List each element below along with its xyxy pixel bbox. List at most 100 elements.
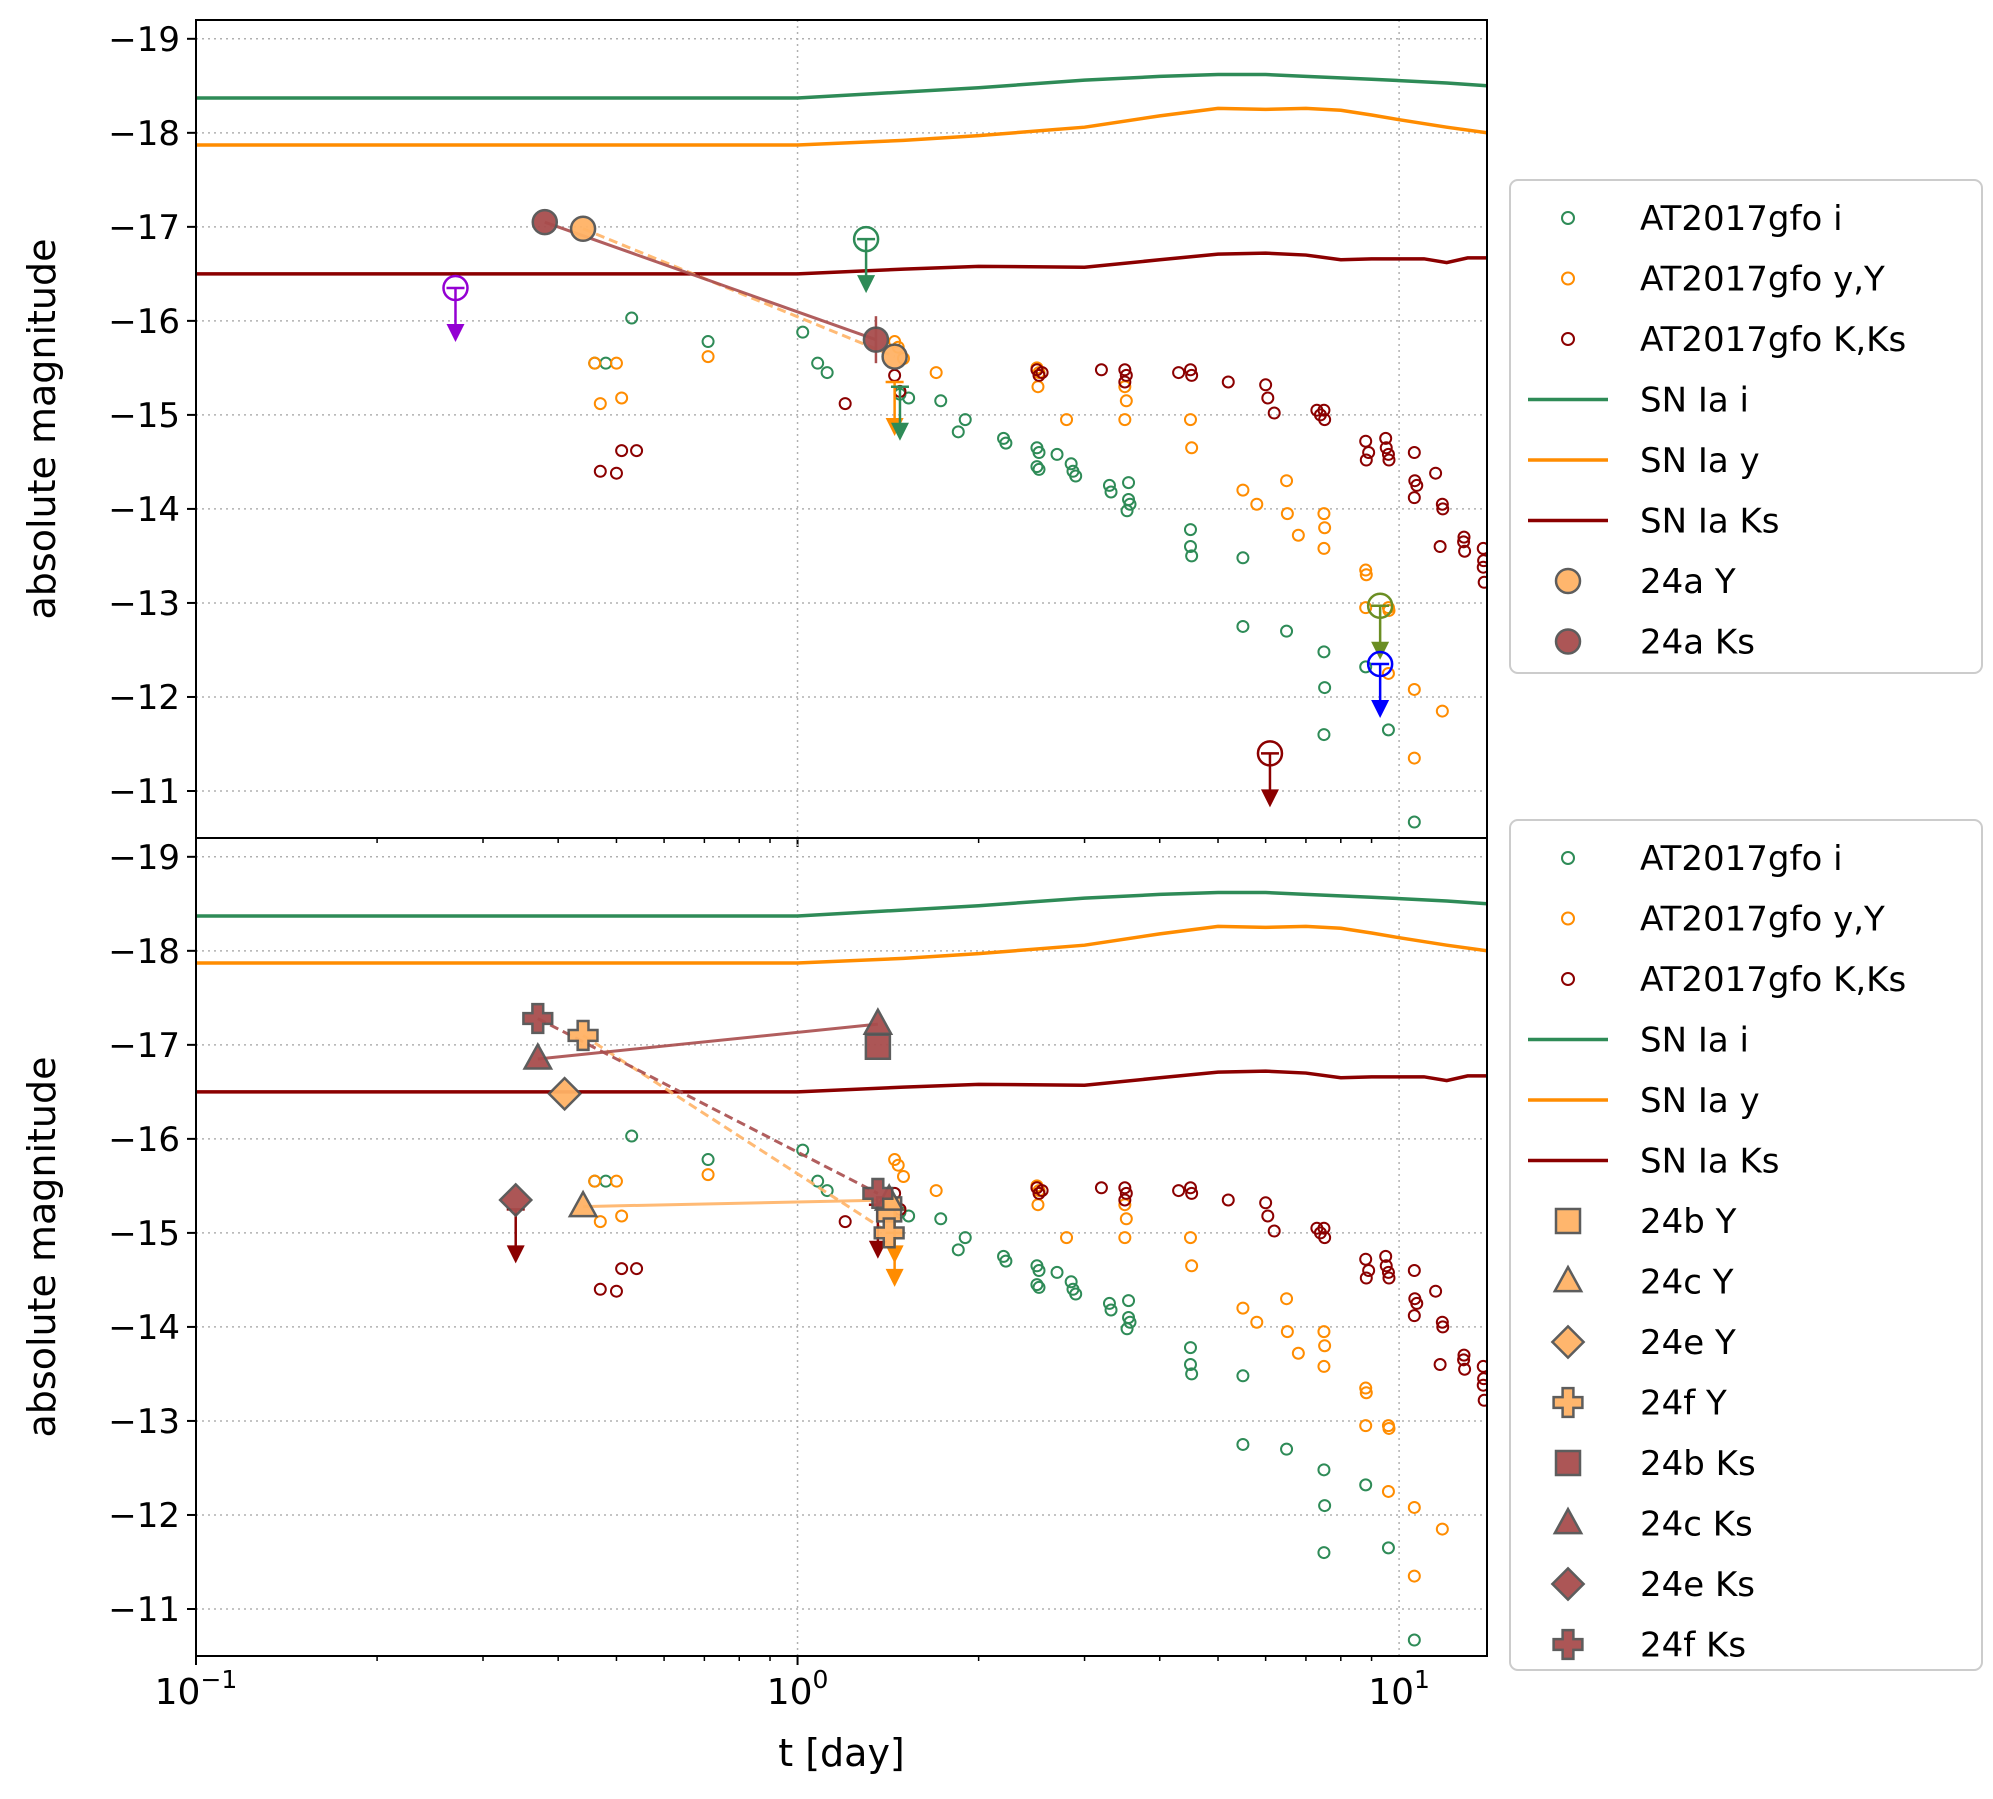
y-tick-label: −13 [108,584,180,624]
data-point-at2017gfo-i [1236,1369,1250,1383]
legend-label: 24b Ks [1640,1444,1756,1484]
data-point-at2017gfo-y-y [593,397,607,411]
legend-swatch [1561,851,1575,865]
data-point-at2017gfo-i [820,366,834,380]
y-tick-label: −14 [108,490,180,530]
event-line-24a-y [582,227,896,358]
legend-swatch [1561,911,1575,926]
y-tick-label: −18 [108,114,180,154]
plot-area [196,890,1487,1647]
data-point-at2017gfo-i [1064,1275,1078,1289]
legend-item: AT2017gfo y,Y [1561,260,1885,300]
data-point-at2017gfo-k-ks [1458,544,1472,558]
data-point-at2017gfo-k-ks [1407,1309,1421,1323]
event-marker-24c-ks [862,1007,894,1036]
legend-item: SN Ia y [1528,441,1760,481]
axes-frame [195,837,1488,1657]
data-point-at2017gfo-k-ks [1457,1353,1471,1367]
upper-limit-marker [1366,592,1394,660]
data-point-at2017gfo-y-y [929,366,943,380]
data-point-at2017gfo-k-ks [1477,1393,1487,1407]
data-point-at2017gfo-i [1359,1478,1373,1492]
upper-limit-arrowhead [868,1240,887,1259]
data-point-at2017gfo-k-ks [593,464,607,478]
legend-swatch [1552,1506,1584,1535]
legend-label: SN Ia y [1640,441,1760,481]
data-point-at2017gfo-k-ks [1261,1209,1275,1223]
legend-item: AT2017gfo K,Ks [1561,960,1906,1000]
data-point-at2017gfo-k-ks [1435,1315,1449,1329]
legend-item: AT2017gfo i [1561,199,1843,239]
data-point-at2017gfo-y-y [1250,1315,1264,1329]
data-point-at2017gfo-i [1183,523,1197,537]
event-marker-24f-y [873,1217,905,1249]
data-point-at2017gfo-k-ks [1261,391,1275,405]
upper-limit-marker [852,225,880,294]
legend-label: AT2017gfo y,Y [1640,260,1885,300]
event-line-24f-y [582,1034,890,1235]
data-point-at2017gfo-k-ks [1221,375,1235,389]
data-point-at2017gfo-i [1122,476,1136,490]
data-point-at2017gfo-k-ks [1429,1284,1443,1298]
legend-item: 24f Ks [1552,1626,1746,1666]
data-point-at2017gfo-i [1280,1442,1294,1456]
data-point-at2017gfo-i [1185,1367,1199,1381]
legend-label: SN Ia Ks [1640,1142,1780,1182]
data-point-at2017gfo-i [1064,457,1078,471]
data-point-at2017gfo-i [1407,815,1421,829]
data-point-at2017gfo-y-y [1118,413,1132,427]
data-point-at2017gfo-k-ks [1267,1224,1281,1238]
x-tick-label: 100 [767,1665,829,1713]
upper-limit-arrowhead [1260,789,1279,808]
data-point-at2017gfo-i [1183,540,1197,554]
data-point-at2017gfo-i [1236,619,1250,633]
legend-label: AT2017gfo i [1640,839,1843,879]
data-point-at2017gfo-i [1318,1499,1332,1513]
legend-item: 24b Y [1554,1202,1737,1242]
legend-item: AT2017gfo i [1561,839,1843,879]
data-point-at2017gfo-k-ks [1458,1362,1472,1376]
data-point-at2017gfo-k-ks [1119,368,1133,382]
data-point-at2017gfo-y-y [1250,497,1264,511]
data-point-at2017gfo-k-ks [1407,491,1421,505]
legend-label: AT2017gfo y,Y [1640,900,1885,940]
data-point-at2017gfo-y-y [1381,1484,1395,1498]
data-point-at2017gfo-y-y [1359,568,1373,582]
data-point-at2017gfo-y-y [1183,1231,1197,1245]
y-tick-label: −18 [108,932,180,972]
y-axis-label: absolute magnitude [20,1056,64,1437]
data-point-at2017gfo-k-ks [1410,478,1424,492]
data-point-at2017gfo-k-ks [1118,363,1132,377]
legend-swatch [1554,628,1582,655]
data-point-at2017gfo-k-ks [1185,1186,1199,1200]
data-point-at2017gfo-k-ks [593,1282,607,1296]
data-point-at2017gfo-y-y [1280,507,1294,521]
event-marker-24c-ks [522,1041,554,1070]
data-point-at2017gfo-i [1032,1264,1046,1278]
series-line-sn-ia-i [196,890,1487,918]
data-point-at2017gfo-i [625,311,639,325]
legend-label: AT2017gfo K,Ks [1640,320,1906,360]
event-marker-24a-y [569,215,597,242]
data-point-at2017gfo-k-ks [1183,363,1197,377]
data-point-at2017gfo-k-ks [1094,363,1108,377]
x-tick-label: 101 [1368,1665,1430,1713]
legend-label: 24a Ks [1640,623,1755,663]
legend-label: 24e Ks [1640,1565,1755,1605]
data-point-at2017gfo-k-ks [1317,403,1331,417]
panel-top: −19 −18 −17 −16 −15 −14 −13 −12 −11 absolute magn… [20,19,1983,847]
data-point-at2017gfo-k-ks [1172,1184,1186,1198]
data-point-at2017gfo-i [958,1231,972,1245]
data-point-at2017gfo-i [934,394,948,408]
data-point-at2017gfo-i [811,356,825,370]
data-point-at2017gfo-y-y [701,350,715,364]
data-point-at2017gfo-k-ks [1379,1259,1393,1273]
data-point-at2017gfo-y-y [1280,1292,1294,1306]
legend-swatch [1554,1449,1582,1477]
data-point-at2017gfo-y-y [1359,1381,1373,1395]
data-point-at2017gfo-i [958,413,972,427]
data-point-at2017gfo-k-ks [1259,378,1273,392]
legend-item: 24f Y [1552,1384,1727,1424]
